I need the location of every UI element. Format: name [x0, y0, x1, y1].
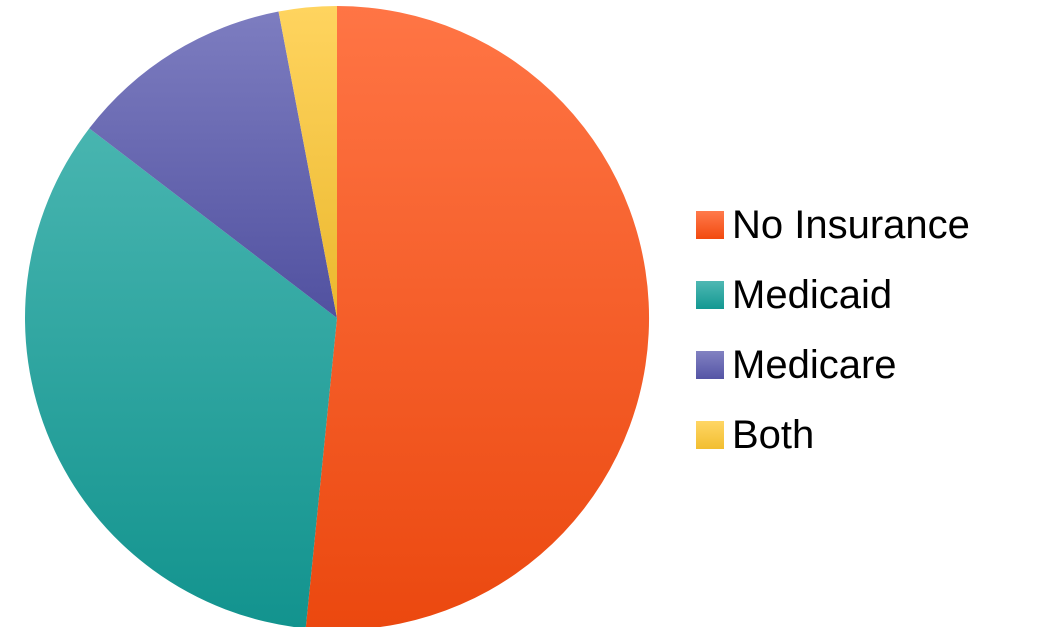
pie-slice-no-insurance — [305, 6, 649, 627]
pie-slices — [25, 6, 649, 627]
legend: No Insurance Medicaid Medicare Both — [696, 190, 970, 470]
legend-item-both: Both — [696, 400, 970, 470]
legend-label: No Insurance — [732, 202, 970, 247]
legend-swatch — [696, 351, 724, 379]
legend-item-medicaid: Medicaid — [696, 260, 970, 330]
legend-label: Both — [732, 412, 815, 457]
legend-item-medicare: Medicare — [696, 330, 970, 400]
pie-slice-medicaid — [25, 128, 337, 627]
pie-slice-both — [278, 6, 337, 318]
legend-label: Medicaid — [732, 272, 893, 317]
legend-item-no-insurance: No Insurance — [696, 190, 970, 260]
legend-swatch — [696, 211, 724, 239]
legend-swatch — [696, 421, 724, 449]
legend-label: Medicare — [732, 342, 897, 387]
pie-slice-medicare — [89, 11, 338, 319]
legend-swatch — [696, 281, 724, 309]
